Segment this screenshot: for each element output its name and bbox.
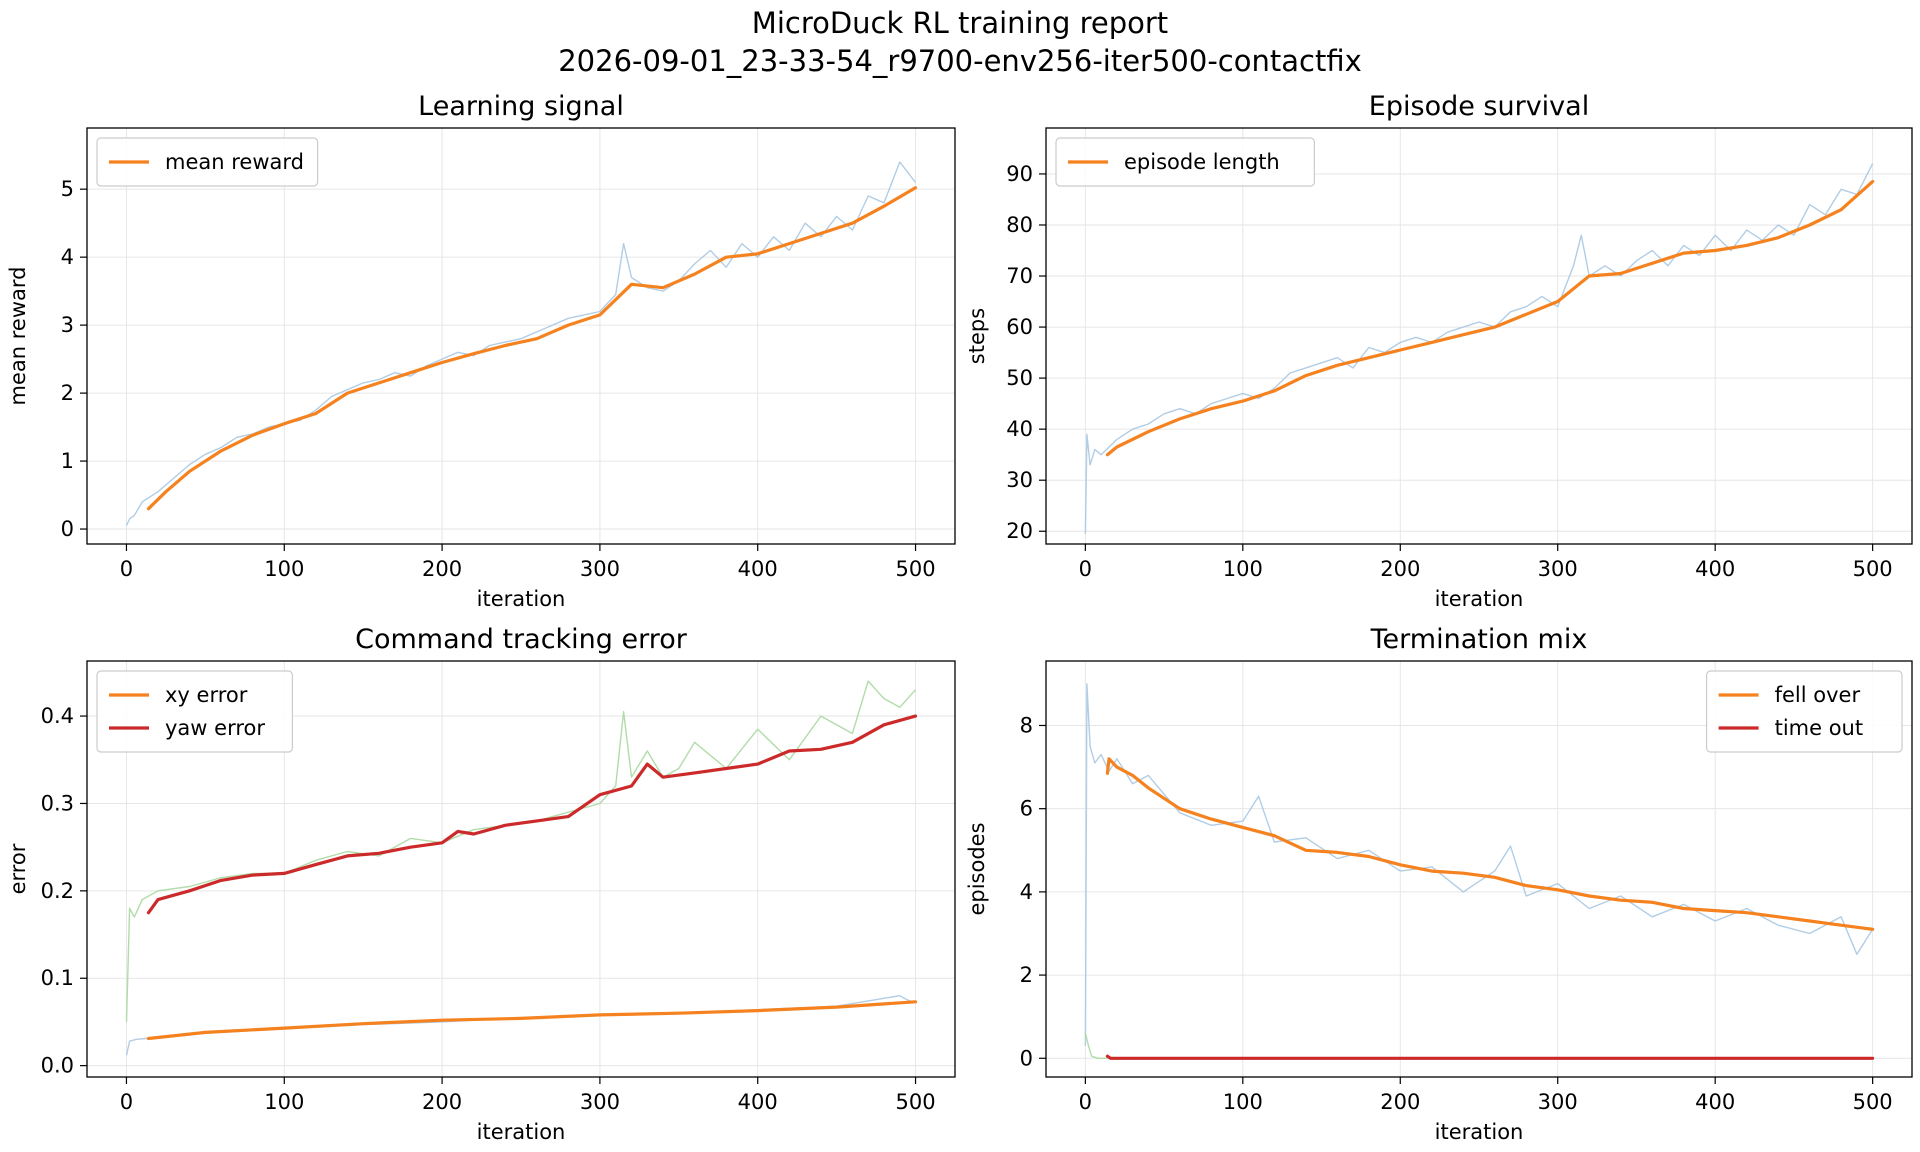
x-tick-label: 400 (1695, 557, 1735, 581)
series-line-yaw-error (146, 714, 918, 915)
x-tick-label: 300 (580, 1090, 620, 1114)
legend-box (1705, 670, 1903, 753)
x-tick-label: 400 (738, 557, 778, 581)
y-axis-label: error (6, 843, 30, 894)
x-tick-label: 200 (422, 557, 462, 581)
panel-title: Command tracking error (355, 624, 688, 655)
raw-trace-1 (1084, 163, 1874, 534)
x-tick-label: 100 (1223, 557, 1263, 581)
y-tick-label: 0.1 (41, 966, 74, 990)
y-tick-label: 0.2 (41, 879, 74, 903)
series-line-time-out (1105, 1054, 1875, 1060)
y-tick-label: 90 (1006, 162, 1033, 186)
plot-frame (86, 660, 956, 1078)
series-line-mean-reward (146, 186, 918, 511)
suptitle-line-1: MicroDuck RL training report (752, 6, 1168, 40)
x-tick-label: 500 (895, 557, 935, 581)
x-tick-label: 200 (1380, 557, 1420, 581)
y-axis-label: episodes (965, 822, 989, 915)
y-tick-label: 0 (1020, 1046, 1033, 1070)
panel-termination-mix: 0 100 200 300 400 500 0 2 4 6 8 Termination mix iter… (965, 624, 1913, 1144)
legend: fell over time out (1705, 670, 1903, 753)
x-axis-label: iteration (477, 587, 566, 611)
x-tick-label: 400 (1695, 1090, 1735, 1114)
x-tick-label: 0 (120, 1090, 133, 1114)
y-axis-label: mean reward (6, 267, 30, 406)
y-tick-label: 20 (1006, 519, 1033, 543)
series-line-fell-over (1105, 757, 1875, 931)
y-tick-label: 0.0 (41, 1054, 74, 1078)
y-tick-label: 60 (1006, 315, 1033, 339)
y-tick-label: 70 (1006, 264, 1033, 288)
x-tick-label: 400 (738, 1090, 778, 1114)
y-tick-label: 6 (1020, 797, 1033, 821)
y-tick-label: 5 (61, 177, 74, 201)
panel-learning-signal: 0 100 200 300 400 500 0 1 2 3 4 5 Learning signal ite… (6, 91, 956, 611)
y-tick-label: 4 (1020, 880, 1033, 904)
legend-label-fell-over: fell over (1775, 683, 1861, 707)
y-tick-label: 0 (61, 517, 74, 541)
legend: episode length (1055, 137, 1315, 187)
x-tick-label: 100 (264, 1090, 304, 1114)
y-tick-label: 40 (1006, 417, 1033, 441)
plot-frame (1045, 127, 1913, 545)
legend-box (96, 670, 293, 753)
legend: mean reward (96, 137, 319, 187)
y-tick-label: 0.4 (41, 704, 74, 728)
x-tick-label: 0 (1079, 1090, 1092, 1114)
x-tick-label: 300 (1538, 1090, 1578, 1114)
plot-frame (86, 127, 956, 545)
x-axis-label: iteration (1435, 587, 1524, 611)
y-tick-label: 8 (1020, 713, 1033, 737)
y-tick-label: 2 (1020, 963, 1033, 987)
panel-title: Learning signal (418, 91, 624, 122)
series-line-episode-length (1105, 180, 1875, 457)
legend: xy error yaw error (96, 670, 293, 753)
y-tick-label: 2 (61, 381, 74, 405)
raw-trace-2 (125, 680, 917, 1022)
x-tick-label: 100 (1223, 1090, 1263, 1114)
x-tick-label: 200 (422, 1090, 462, 1114)
x-axis-label: iteration (1435, 1120, 1524, 1144)
y-tick-label: 4 (61, 245, 74, 269)
y-tick-label: 50 (1006, 366, 1033, 390)
x-tick-label: 500 (895, 1090, 935, 1114)
legend-label-episode-length: episode length (1124, 150, 1280, 174)
legend-label-mean-reward: mean reward (165, 150, 304, 174)
y-tick-label: 0.3 (41, 791, 74, 815)
raw-trace-2 (1084, 1033, 1108, 1060)
y-axis-label: steps (965, 308, 989, 364)
panel-title: Episode survival (1369, 91, 1589, 122)
y-tick-label: 30 (1006, 468, 1033, 492)
x-tick-label: 500 (1853, 1090, 1893, 1114)
plot-frame (1045, 660, 1913, 1078)
x-tick-label: 0 (1079, 557, 1092, 581)
x-tick-label: 500 (1853, 557, 1893, 581)
series-line-xy-error (146, 1000, 918, 1041)
panel-command-tracking-error: 0 100 200 300 400 500 0.0 0.1 0.2 0.3 0.4 Command t… (6, 624, 956, 1144)
y-tick-label: 1 (61, 449, 74, 473)
x-tick-label: 100 (264, 557, 304, 581)
x-tick-label: 0 (120, 557, 133, 581)
suptitle-line-2: 2026-09-01_23-33-54_r9700-env256-iter500… (558, 44, 1362, 78)
legend-box (96, 137, 319, 187)
x-tick-label: 200 (1380, 1090, 1420, 1114)
raw-trace-1 (125, 161, 917, 526)
legend-label-time-out: time out (1775, 716, 1864, 740)
x-axis-label: iteration (477, 1120, 566, 1144)
y-tick-label: 3 (61, 313, 74, 337)
legend-box (1055, 137, 1315, 187)
x-tick-label: 300 (1538, 557, 1578, 581)
panel-title: Termination mix (1370, 624, 1588, 655)
y-tick-label: 80 (1006, 213, 1033, 237)
legend-label-yaw-error: yaw error (165, 716, 265, 740)
panel-episode-survival: 0 100 200 300 400 500 20 30 40 50 60 70 80 90 Episode … (965, 91, 1913, 611)
x-tick-label: 300 (580, 557, 620, 581)
legend-label-xy-error: xy error (165, 683, 248, 707)
